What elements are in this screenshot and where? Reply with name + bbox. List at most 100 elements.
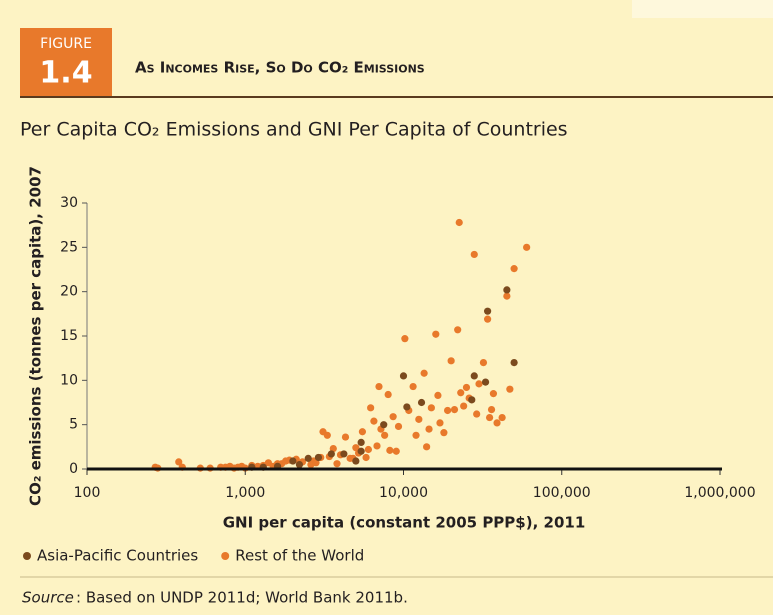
point bbox=[362, 453, 370, 462]
point bbox=[386, 446, 394, 454]
x-tick-label: 100 bbox=[74, 485, 101, 501]
point bbox=[357, 438, 365, 446]
point bbox=[423, 443, 431, 451]
point bbox=[352, 444, 360, 452]
point bbox=[450, 405, 459, 414]
point bbox=[457, 389, 465, 397]
point bbox=[468, 396, 476, 404]
point bbox=[394, 422, 403, 431]
point bbox=[327, 450, 335, 458]
point bbox=[370, 417, 378, 425]
point bbox=[401, 335, 409, 343]
point bbox=[440, 429, 448, 437]
point bbox=[510, 265, 518, 273]
point bbox=[333, 460, 341, 468]
figure-badge bbox=[20, 28, 112, 96]
point bbox=[503, 292, 511, 300]
source-text: : Based on UNDP 2011d; World Bank 2011b. bbox=[76, 589, 408, 607]
legend-label: Rest of the World bbox=[235, 547, 364, 565]
y-tick-label: 10 bbox=[60, 372, 78, 388]
x-tick-label: 10,000 bbox=[379, 485, 428, 501]
legend-marker bbox=[23, 552, 31, 560]
point bbox=[436, 419, 444, 427]
x-tick-label: 1,000 bbox=[225, 485, 265, 501]
point bbox=[460, 402, 468, 410]
y-tick-label: 15 bbox=[60, 328, 78, 344]
y-tick-label: 30 bbox=[60, 195, 78, 211]
x-tick-label: 1,000,000 bbox=[684, 485, 755, 501]
point bbox=[475, 380, 483, 388]
point bbox=[412, 431, 420, 439]
point bbox=[384, 390, 392, 399]
point bbox=[503, 286, 511, 294]
tab bbox=[632, 0, 773, 18]
point bbox=[420, 369, 428, 377]
point bbox=[415, 415, 423, 423]
point bbox=[447, 357, 455, 365]
point bbox=[314, 453, 323, 462]
point bbox=[432, 330, 440, 338]
source-label: Source bbox=[22, 589, 74, 607]
point bbox=[357, 447, 365, 455]
figure-label: FIGURE bbox=[40, 36, 92, 52]
point bbox=[341, 433, 350, 441]
point bbox=[295, 460, 304, 469]
legend-marker bbox=[221, 552, 230, 560]
point bbox=[375, 382, 383, 391]
point bbox=[479, 359, 488, 367]
point bbox=[380, 421, 388, 429]
point bbox=[470, 372, 478, 380]
figure-number: 1.4 bbox=[39, 56, 92, 91]
point bbox=[427, 404, 435, 412]
point bbox=[425, 425, 433, 433]
plot bbox=[151, 218, 531, 472]
point bbox=[409, 382, 417, 391]
point bbox=[455, 218, 463, 227]
y-tick-label: 20 bbox=[60, 284, 78, 300]
y-tick-label: 5 bbox=[69, 417, 78, 433]
point bbox=[506, 385, 514, 393]
point bbox=[399, 372, 408, 380]
point bbox=[434, 391, 442, 400]
point bbox=[454, 326, 462, 334]
point bbox=[403, 403, 411, 411]
point bbox=[417, 398, 426, 407]
point bbox=[489, 390, 498, 398]
point bbox=[444, 406, 452, 415]
point bbox=[523, 243, 531, 251]
point bbox=[481, 378, 490, 386]
subtitle: Per Capita CO₂ Emissions and GNI Per Cap… bbox=[20, 119, 568, 141]
point bbox=[473, 410, 481, 418]
point bbox=[470, 250, 478, 259]
point bbox=[381, 431, 389, 439]
point bbox=[358, 428, 367, 436]
point bbox=[389, 413, 397, 421]
y-axis-label: CO₂ emissions (tonnes per capita), 2007 bbox=[27, 166, 45, 506]
point bbox=[367, 404, 375, 412]
point bbox=[462, 383, 471, 392]
figure-title: As Incomes Rise, So Do CO₂ Emissions bbox=[135, 59, 425, 77]
point bbox=[373, 442, 381, 450]
point bbox=[510, 359, 518, 367]
point bbox=[484, 307, 492, 315]
point bbox=[340, 450, 348, 458]
point bbox=[392, 447, 400, 455]
point bbox=[289, 457, 297, 465]
legend-label: Asia-Pacific Countries bbox=[37, 547, 198, 565]
x-axis-label: GNI per capita (constant 2005 PPP$), 201… bbox=[223, 514, 586, 532]
y-tick-label: 25 bbox=[60, 239, 78, 255]
point bbox=[493, 419, 501, 427]
point bbox=[484, 315, 492, 323]
point bbox=[498, 413, 506, 422]
point bbox=[487, 405, 496, 414]
point bbox=[304, 454, 312, 462]
point bbox=[323, 431, 331, 439]
point bbox=[485, 413, 494, 422]
point bbox=[364, 445, 372, 454]
y-tick-label: 0 bbox=[69, 461, 78, 477]
point bbox=[175, 458, 183, 466]
x-tick-label: 100,000 bbox=[533, 485, 591, 501]
point bbox=[352, 457, 360, 465]
